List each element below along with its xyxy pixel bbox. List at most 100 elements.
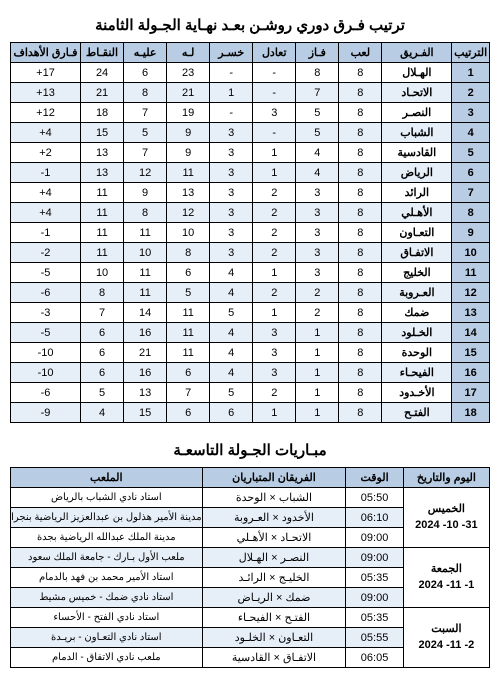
stat-cell: 4 xyxy=(210,323,253,343)
stat-cell: 6- xyxy=(11,283,81,303)
team-cell: الأهـلي xyxy=(382,203,452,223)
fixture-teams: الأخدود × العـروبة xyxy=(202,508,346,528)
team-cell: الهـلال xyxy=(382,63,452,83)
stat-cell: 7 xyxy=(124,143,167,163)
stat-cell: 4 xyxy=(210,363,253,383)
team-cell: الفتـح xyxy=(382,403,452,423)
stat-cell: 8 xyxy=(124,203,167,223)
fixtures-table: اليوم والتاريخالوقتالفريقان المتباريانال… xyxy=(10,467,490,668)
stat-cell: 1 xyxy=(253,143,296,163)
stat-cell: 11 xyxy=(124,283,167,303)
team-cell: الخليج xyxy=(382,263,452,283)
stat-cell: 4 xyxy=(296,163,339,183)
stat-cell: 1 xyxy=(210,83,253,103)
rank-cell: 13 xyxy=(452,303,490,323)
stat-cell: 8 xyxy=(339,63,382,83)
stat-cell: 1 xyxy=(296,323,339,343)
stat-cell: 5 xyxy=(124,123,167,143)
stat-cell: 12+ xyxy=(11,103,81,123)
stat-cell: 1 xyxy=(253,163,296,183)
stat-cell: 6- xyxy=(11,383,81,403)
stat-cell: 6 xyxy=(124,63,167,83)
stat-cell: 6 xyxy=(81,363,124,383)
stat-cell: 7 xyxy=(296,83,339,103)
stat-cell: 3 xyxy=(253,343,296,363)
stat-cell: 13 xyxy=(81,163,124,183)
stat-cell: 3 xyxy=(210,143,253,163)
stat-cell: 11 xyxy=(81,203,124,223)
stat-cell: 7 xyxy=(81,303,124,323)
stat-cell: 3 xyxy=(296,263,339,283)
rank-cell: 12 xyxy=(452,283,490,303)
stat-cell: 8 xyxy=(339,203,382,223)
stat-cell: 6 xyxy=(81,343,124,363)
fixtures-col-2: الفريقان المتباريان xyxy=(202,468,346,488)
stat-cell: 5 xyxy=(81,383,124,403)
stat-cell: 10- xyxy=(11,343,81,363)
fixture-teams: الشباب × الوحدة xyxy=(202,488,346,508)
fixture-time: 09:00 xyxy=(346,548,403,568)
stat-cell: 8 xyxy=(339,183,382,203)
stat-cell: 8 xyxy=(339,323,382,343)
stat-cell: 8 xyxy=(339,263,382,283)
stat-cell: 12 xyxy=(124,163,167,183)
rank-cell: 18 xyxy=(452,403,490,423)
fixture-time: 06:10 xyxy=(346,508,403,528)
fixture-time: 05:50 xyxy=(346,488,403,508)
fixture-teams: الفتـح × الفيحـاء xyxy=(202,608,346,628)
stat-cell: 15 xyxy=(81,123,124,143)
stat-cell: 10 xyxy=(81,263,124,283)
stat-cell: 3 xyxy=(296,203,339,223)
standings-title: ترتيب فـرق دوري روشـن بعـد نهـاية الجـول… xyxy=(10,16,490,34)
rank-cell: 1 xyxy=(452,63,490,83)
stat-cell: 6 xyxy=(81,323,124,343)
stat-cell: 6 xyxy=(167,403,210,423)
fixture-date: السبت2- 11- 2024 xyxy=(403,608,489,668)
stat-cell: 12 xyxy=(167,203,210,223)
fixture-time: 05:35 xyxy=(346,568,403,588)
stat-cell: 11 xyxy=(124,263,167,283)
stat-cell: 3 xyxy=(210,223,253,243)
stat-cell: 4+ xyxy=(11,183,81,203)
stat-cell: 2 xyxy=(253,203,296,223)
stat-cell: 2 xyxy=(253,223,296,243)
stat-cell: 2 xyxy=(253,283,296,303)
stat-cell: 11 xyxy=(124,223,167,243)
stat-cell: 11 xyxy=(167,343,210,363)
stat-cell: 3- xyxy=(11,303,81,323)
stat-cell: 5 xyxy=(296,103,339,123)
fixture-venue: ملعب الأول بـارك - جامعة الملك سعود xyxy=(11,548,203,568)
fixture-venue: استاد نادي الفتح - الأحساء xyxy=(11,608,203,628)
rank-cell: 16 xyxy=(452,363,490,383)
fixture-teams: النصـر × الهـلال xyxy=(202,548,346,568)
fixture-teams: الاتحـاد × الأهـلي xyxy=(202,528,346,548)
stat-cell: 15 xyxy=(124,403,167,423)
stat-cell: 16 xyxy=(124,363,167,383)
rank-cell: 4 xyxy=(452,123,490,143)
fixtures-col-0: اليوم والتاريخ xyxy=(403,468,489,488)
standings-col-5: خسـر xyxy=(210,43,253,63)
standings-col-2: لعب xyxy=(339,43,382,63)
stat-cell: 1 xyxy=(253,263,296,283)
standings-col-1: الفـريق xyxy=(382,43,452,63)
stat-cell: 8 xyxy=(339,143,382,163)
stat-cell: - xyxy=(253,83,296,103)
team-cell: التعـاون xyxy=(382,223,452,243)
stat-cell: 11 xyxy=(81,183,124,203)
stat-cell: 4+ xyxy=(11,203,81,223)
stat-cell: 21 xyxy=(167,83,210,103)
stat-cell: 4 xyxy=(210,263,253,283)
stat-cell: 9 xyxy=(167,123,210,143)
stat-cell: 4+ xyxy=(11,123,81,143)
stat-cell: 1 xyxy=(253,403,296,423)
stat-cell: 16 xyxy=(124,323,167,343)
stat-cell: 8 xyxy=(296,63,339,83)
stat-cell: 4 xyxy=(81,403,124,423)
stat-cell: 1 xyxy=(296,383,339,403)
team-cell: الفيحـاء xyxy=(382,363,452,383)
standings-table: الترتيبالفـريقلعبفـازتعادلخسـرلـهعليـهال… xyxy=(10,42,490,423)
fixture-venue: استاد نادي الشباب بالرياض xyxy=(11,488,203,508)
team-cell: الخـلود xyxy=(382,323,452,343)
stat-cell: 4 xyxy=(210,343,253,363)
stat-cell: 8 xyxy=(339,123,382,143)
